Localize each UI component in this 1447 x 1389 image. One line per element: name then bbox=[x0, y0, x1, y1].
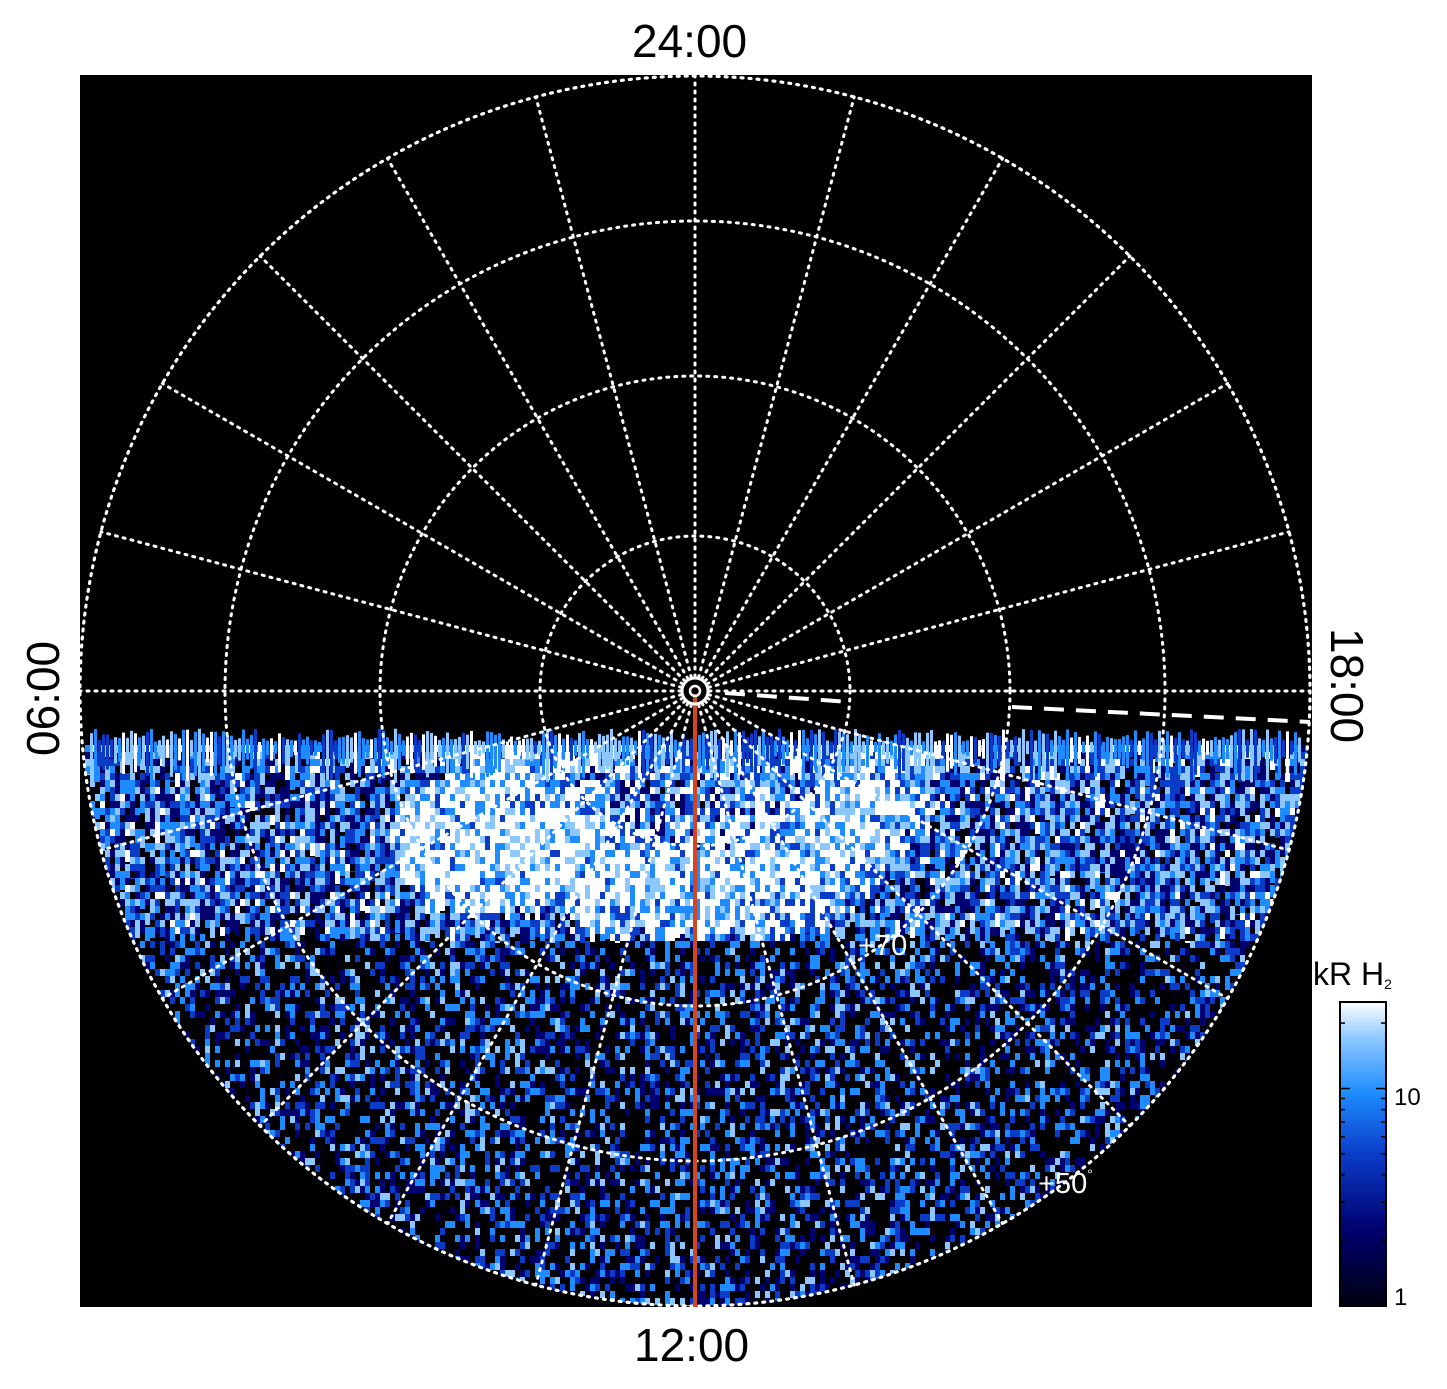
colorbar-tick-label-1: 1 bbox=[1394, 1284, 1407, 1312]
colorbar-gradient bbox=[1340, 1002, 1386, 1306]
local-time-label-dusk: 18:00 bbox=[1320, 628, 1374, 743]
latitude-label-70: +70° bbox=[858, 928, 913, 963]
local-time-label-dawn: 06:00 bbox=[16, 641, 70, 756]
local-time-label-noon: 12:00 bbox=[634, 1318, 749, 1372]
colorbar-title: kR H2 bbox=[1313, 956, 1392, 993]
colorbar-tick-label-10: 10 bbox=[1394, 1084, 1421, 1112]
local-time-label-midnight: 24:00 bbox=[632, 14, 747, 68]
latitude-label-50: +50° bbox=[1038, 1166, 1093, 1201]
